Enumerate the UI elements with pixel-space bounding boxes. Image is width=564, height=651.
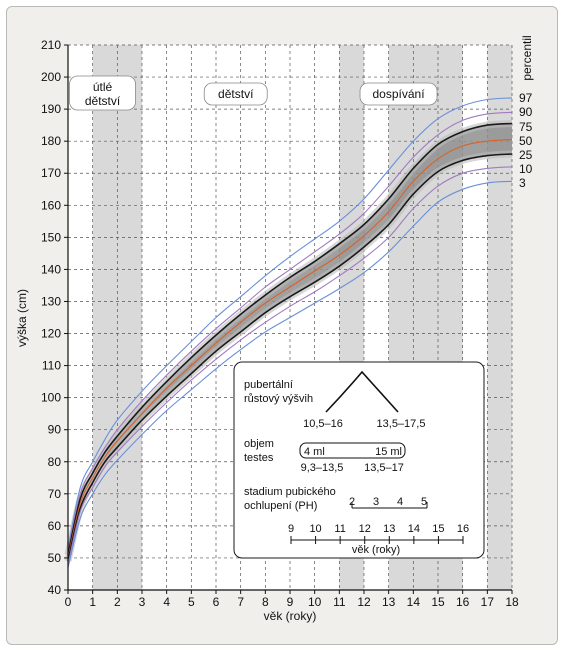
y-tick-160: 160 (41, 198, 61, 212)
pubic-label-1: stadium pubického (244, 486, 336, 498)
inset-tick-11: 11 (334, 523, 345, 535)
percentile-line-50 (67, 139, 513, 559)
inset-tick-12: 12 (359, 523, 371, 535)
inset-tick-13: 13 (383, 523, 395, 535)
period-box-2 (359, 82, 438, 106)
inset-tick-10: 10 (309, 523, 321, 535)
period-box-1 (203, 82, 268, 106)
x-tick-labels: 0 1 2 3 4 5 6 7 8 9 10 11 12 13 14 15 16 17 18 (65, 590, 519, 609)
pubic-stage-4: 4 (397, 496, 403, 508)
pubic-stage-3: 3 (373, 496, 379, 508)
percentile-label-75: 75 (519, 120, 533, 134)
percentile-label-3: 3 (519, 176, 526, 190)
y-tick-70: 70 (48, 487, 62, 501)
percentile-label-10: 10 (519, 162, 533, 176)
y-tick-120: 120 (41, 327, 61, 341)
inset-tick-9: 9 (288, 523, 294, 535)
x-tick-6: 6 (213, 595, 220, 609)
percentile-label-97: 97 (519, 91, 533, 105)
y-tick-170: 170 (41, 166, 61, 180)
x-axis-label: věk (roky) (264, 609, 317, 623)
percentile-line-25 (67, 153, 513, 562)
pubertal-label-1: pubertální (244, 379, 293, 391)
percentile-line-75 (67, 122, 513, 555)
testes-label-1: objem (244, 438, 274, 450)
testes-volume-bar (299, 442, 406, 459)
x-tick-5: 5 (188, 595, 195, 609)
pubertal-label-2: růstový výšvih (244, 393, 313, 405)
percentile-line-90 (67, 111, 513, 552)
testes-start: 4 ml (304, 446, 325, 458)
y-tick-140: 140 (41, 262, 61, 276)
x-tick-4: 4 (163, 595, 170, 609)
percentile-line-10 (67, 166, 513, 565)
y-tick-180: 180 (41, 134, 61, 148)
y-tick-130: 130 (41, 294, 61, 308)
x-tick-14: 14 (407, 595, 421, 609)
y-tick-210: 210 (41, 38, 61, 52)
x-tick-1: 1 (89, 595, 96, 609)
testes-range-1: 9,3–13,5 (301, 462, 344, 474)
x-tick-18: 18 (505, 595, 519, 609)
x-tick-7: 7 (237, 595, 244, 609)
period-label-1: dětství (218, 87, 254, 101)
pubertal-range-girls: 10,5–16 (303, 418, 343, 430)
y-axis-label: výška (cm) (15, 289, 29, 347)
inset-tick-14: 14 (408, 523, 420, 535)
percentile-line-3 (67, 180, 513, 568)
percentile-label-25: 25 (519, 148, 533, 162)
y-tick-100: 100 (41, 391, 61, 405)
y-tick-80: 80 (48, 455, 62, 469)
percentile-label-90: 90 (519, 105, 533, 119)
inset-box (233, 361, 485, 559)
x-tick-9: 9 (287, 595, 294, 609)
y-tick-60: 60 (48, 519, 62, 533)
inset-age-label: věk (roky) (352, 544, 400, 556)
pubic-stage-2: 2 (349, 496, 355, 508)
pubertal-range-boys: 13,5–17,5 (377, 418, 426, 430)
period-label-0-line2: dětství (85, 94, 121, 108)
y-tick-labels: 40 50 60 70 80 90 100 110 120 130 140 150 160 170 180 1… (41, 38, 68, 597)
testes-label-2: testes (244, 452, 274, 464)
pubic-label-2: ochlupení (PH) (244, 500, 317, 512)
testes-range-2: 13,5–17 (364, 462, 404, 474)
x-tick-12: 12 (357, 595, 371, 609)
y-tick-40: 40 (48, 583, 62, 597)
y-tick-150: 150 (41, 230, 61, 244)
x-tick-8: 8 (262, 595, 269, 609)
x-tick-2: 2 (114, 595, 121, 609)
x-tick-3: 3 (139, 595, 146, 609)
y-tick-110: 110 (42, 359, 61, 373)
period-box-0 (69, 75, 136, 111)
y-tick-90: 90 (48, 423, 62, 437)
y-tick-190: 190 (41, 102, 61, 116)
pubertal-peak-curve (325, 370, 399, 413)
percentile-lines (67, 97, 513, 568)
x-tick-17: 17 (481, 595, 495, 609)
x-tick-15: 15 (431, 595, 445, 609)
inset-tick-15: 15 (432, 523, 444, 535)
x-tick-11: 11 (333, 595, 346, 609)
pubic-stage-5: 5 (421, 496, 427, 508)
y-tick-50: 50 (48, 551, 62, 565)
x-tick-16: 16 (456, 595, 470, 609)
period-label-2: dospívání (373, 87, 426, 101)
y-tick-200: 200 (41, 70, 61, 84)
x-tick-10: 10 (308, 595, 322, 609)
percentile-title: percentil (520, 35, 534, 80)
period-label-0-line1: útlé (93, 80, 113, 94)
percentile-line-97 (67, 97, 513, 549)
inset-tick-16: 16 (457, 523, 469, 535)
x-tick-0: 0 (65, 595, 72, 609)
puberty-inset: pubertální růstový výšvih 10,5–16 13,5–1… (233, 361, 485, 559)
x-tick-13: 13 (382, 595, 396, 609)
percentile-label-50: 50 (519, 134, 533, 148)
testes-end: 15 ml (375, 446, 402, 458)
